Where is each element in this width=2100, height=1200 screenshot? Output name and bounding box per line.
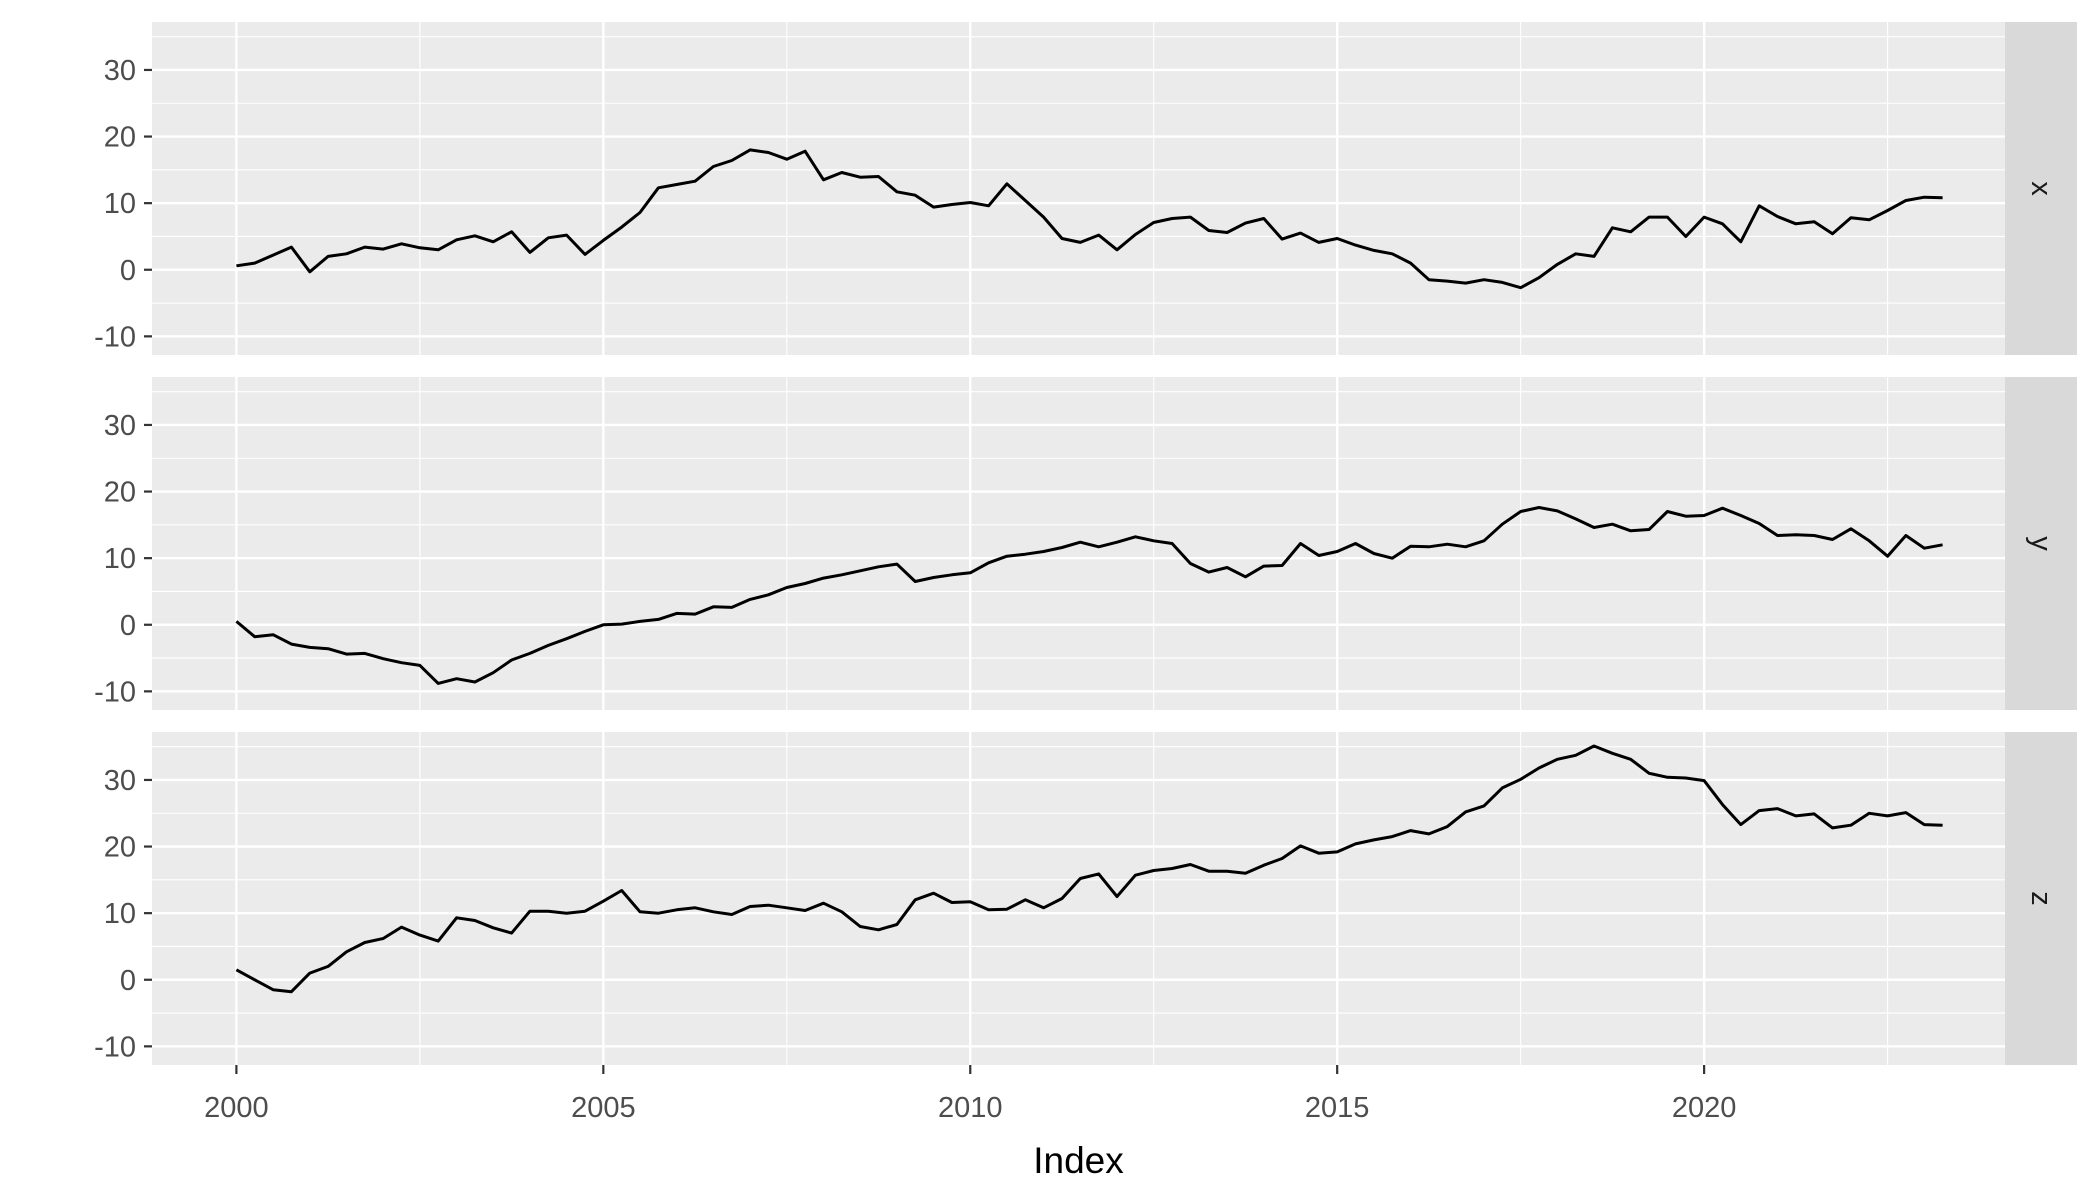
y-tick-label: 30: [104, 765, 136, 797]
series-line-x: [236, 148, 1943, 290]
facet-panel-z: -10 0 10 20 30 z: [94, 732, 2077, 1065]
y-tick-label: -10: [94, 676, 136, 708]
y-tick-label: 0: [120, 965, 136, 997]
y-tick-label: 20: [104, 122, 136, 154]
y-tick-label: -10: [94, 321, 136, 353]
facet-strip-x: [2005, 22, 2077, 355]
facet-strip-label: z: [2025, 891, 2057, 906]
series-line-y: [235, 506, 1943, 685]
y-tick-label: 10: [104, 898, 136, 930]
x-axis: 2000 2005 2010 2015 2020 Index: [204, 1065, 1736, 1181]
y-tick-label: -10: [94, 1031, 136, 1063]
facet-panel-x: -10 0 10 20 30 x: [94, 22, 2077, 355]
y-tick-label: 10: [104, 543, 136, 575]
facet-strip-label: y: [2025, 536, 2057, 551]
y-tick-label: 30: [104, 410, 136, 442]
x-tick-label: 2015: [1305, 1092, 1370, 1124]
y-tick-label: 0: [120, 255, 136, 287]
facet-panel-y: -10 0 10 20 30 y: [94, 377, 2077, 710]
x-tick-label: 2010: [938, 1092, 1003, 1124]
facet-strip-z: [2005, 732, 2077, 1065]
facet-strip-label: x: [2025, 181, 2057, 196]
x-tick-label: 2005: [571, 1092, 636, 1124]
facet-strip-y: [2005, 377, 2077, 710]
series-line-z: [235, 744, 1943, 994]
y-tick-label: 20: [104, 832, 136, 864]
y-tick-label: 0: [120, 610, 136, 642]
x-tick-label: 2020: [1672, 1092, 1737, 1124]
y-tick-label: 20: [104, 477, 136, 509]
panel-background: [152, 22, 2005, 355]
y-tick-label: 10: [104, 188, 136, 220]
x-tick-label: 2000: [204, 1092, 269, 1124]
panel-background: [152, 732, 2005, 1065]
y-tick-label: 30: [104, 55, 136, 87]
x-axis-title: Index: [1033, 1140, 1124, 1181]
